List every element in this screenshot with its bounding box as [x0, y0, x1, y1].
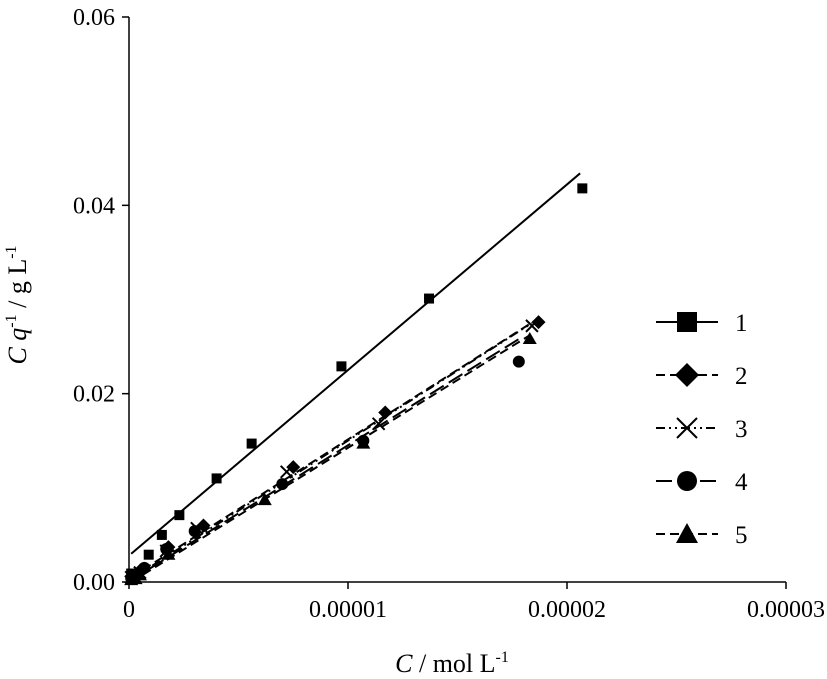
- legend-label-1: 1: [735, 310, 748, 337]
- data-point-series-1: [577, 183, 588, 194]
- fit-lines: [130, 172, 581, 583]
- x-tick-label: 0.00001: [309, 597, 387, 623]
- x-axis-title-var: C: [395, 649, 413, 678]
- y-axis-title-var: C: [3, 347, 32, 365]
- legend-label-2: 2: [735, 363, 748, 390]
- legend-label-4: 4: [735, 469, 748, 496]
- fit-line-series-5: [130, 334, 531, 583]
- y-tick-label: 0.00: [73, 570, 115, 596]
- data-point-series-4: [276, 478, 289, 491]
- x-tick-label: 0.00002: [528, 597, 606, 623]
- data-point-series-2: [531, 315, 546, 330]
- legend: 1 2 3 4 5: [656, 310, 748, 549]
- x-axis-title: C / mol L-1: [395, 649, 509, 678]
- data-point-series-1: [211, 473, 222, 484]
- data-point-series-5: [522, 332, 537, 345]
- fit-line-series-2: [130, 317, 540, 579]
- fit-line-series-4: [130, 338, 520, 581]
- data-point-series-5: [257, 493, 272, 506]
- data-point-series-1: [156, 529, 167, 540]
- legend-marker-3: [676, 417, 698, 439]
- x-tick-label: 0: [123, 597, 135, 623]
- legend-label-3: 3: [735, 416, 748, 443]
- legend-marker-1: [677, 312, 697, 332]
- data-point-series-1: [424, 293, 435, 304]
- data-point-series-5: [161, 547, 176, 560]
- data-point-series-3: [371, 417, 386, 431]
- data-point-series-5: [356, 436, 371, 449]
- data-point-series-4: [188, 525, 201, 538]
- x-tick-label: 0.00003: [747, 597, 825, 623]
- data-point-series-1: [246, 438, 257, 449]
- y-axis-title: C q-1 / g L-1: [3, 245, 32, 364]
- fit-line-series-3: [130, 322, 533, 581]
- data-point-series-1: [143, 549, 154, 560]
- data-point-series-4: [512, 355, 525, 368]
- data-point-series-3: [279, 465, 294, 479]
- legend-marker-4: [677, 471, 697, 491]
- data-point-series-3: [525, 319, 539, 333]
- axes: 0.00 0.02 0.04 0.06 0 0.00001 0.00002 0.00003: [73, 5, 825, 623]
- legend-label-5: 5: [735, 522, 748, 549]
- data-point-series-5: [132, 568, 147, 581]
- data-point-series-2: [378, 405, 393, 420]
- data-markers: [124, 183, 588, 586]
- legend-marker-2: [675, 363, 699, 387]
- fit-line-series-1: [130, 172, 581, 555]
- legend-marker-5: [676, 523, 698, 543]
- data-point-series-1: [336, 361, 347, 372]
- data-point-series-1: [174, 510, 185, 521]
- y-tick-label: 0.04: [73, 193, 115, 219]
- y-tick-label: 0.06: [73, 5, 115, 31]
- data-point-series-2: [286, 460, 301, 475]
- y-tick-label: 0.02: [73, 382, 115, 408]
